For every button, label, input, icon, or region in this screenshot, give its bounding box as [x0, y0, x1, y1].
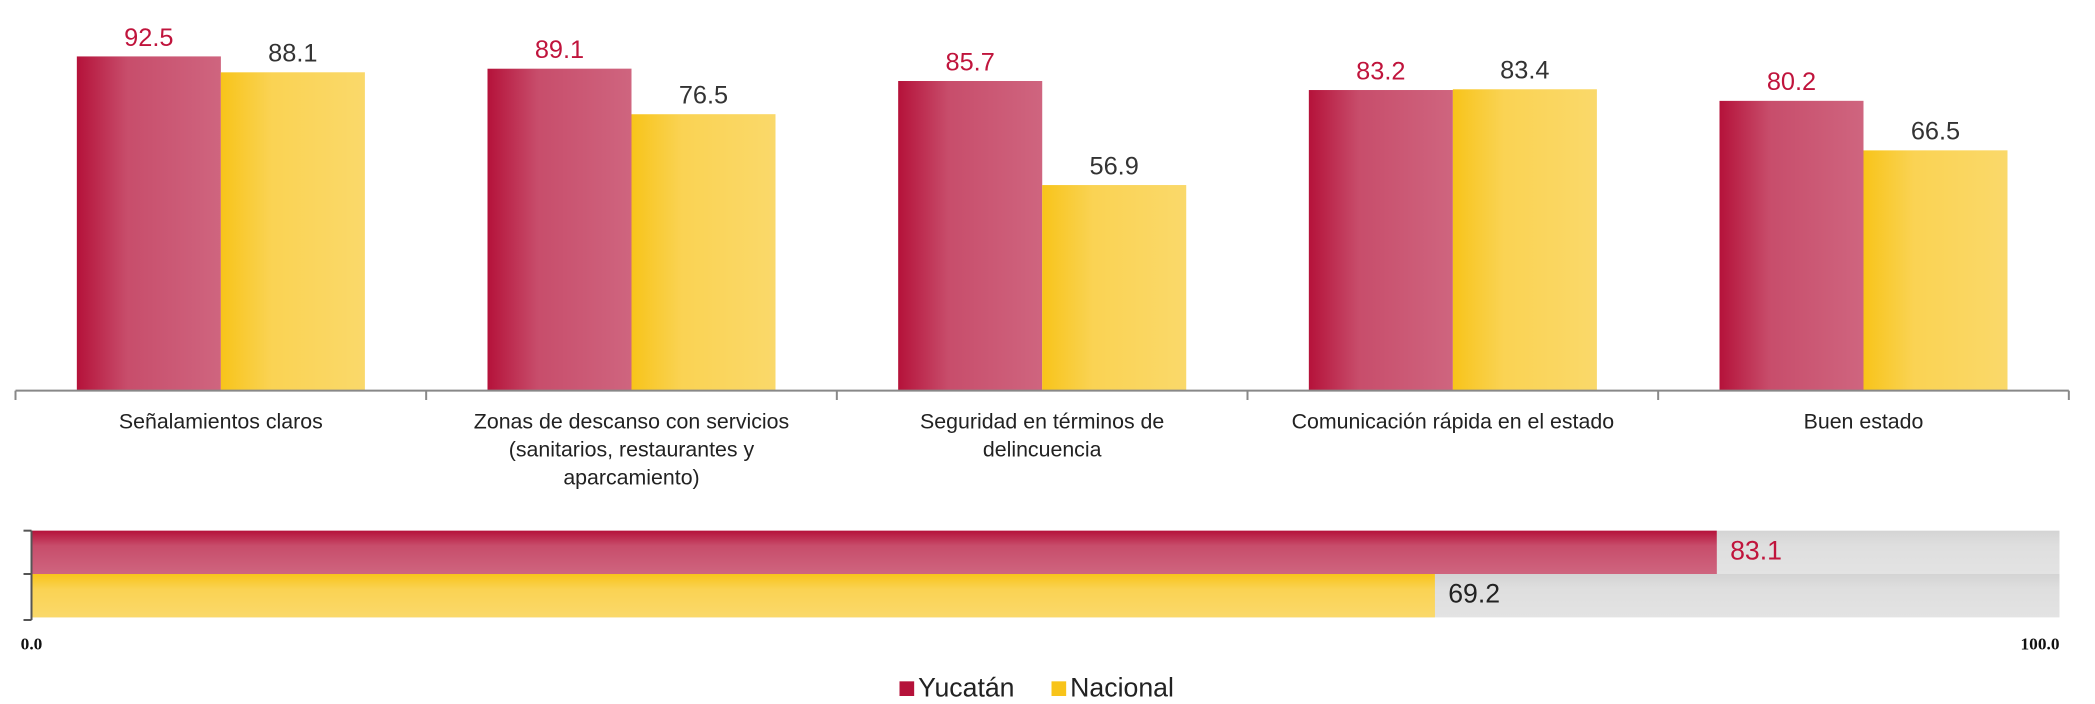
legend-label: Nacional	[1070, 672, 1174, 702]
value-label: 85.7	[946, 48, 995, 76]
x-tick-label: 100.0	[2021, 634, 2060, 653]
bar-shine	[1452, 89, 1597, 391]
value-label: 69.2	[1448, 579, 1500, 609]
bar-shine	[1308, 90, 1453, 391]
bar-shine	[1719, 100, 1864, 391]
x-tick-label: Buen estado	[1804, 409, 1924, 433]
bar-shine	[1863, 150, 2008, 391]
bar-shine	[631, 114, 776, 391]
value-label: 92.5	[124, 24, 173, 52]
value-label: 83.4	[1500, 57, 1549, 85]
value-label: 56.9	[1090, 152, 1139, 180]
legend-label: Yucatán	[918, 672, 1014, 702]
value-label: 89.1	[535, 36, 584, 64]
x-tick-label: Comunicación rápida en el estado	[1292, 409, 1615, 433]
value-label: 83.2	[1356, 57, 1405, 85]
legend-swatch	[1051, 681, 1067, 696]
value-label: 88.1	[268, 40, 317, 68]
bar-shine	[898, 81, 1043, 391]
bar-shine	[220, 72, 365, 391]
bar-shine	[31, 574, 1435, 618]
x-tick-label: Señalamientos claros	[119, 409, 323, 433]
bar-shine	[1042, 185, 1187, 391]
x-tick-label: Seguridad en términos de delincuencia	[920, 409, 1164, 461]
value-label: 83.1	[1730, 535, 1782, 565]
value-label: 80.2	[1767, 68, 1816, 96]
bar-shine	[31, 530, 1717, 574]
bar-shine	[487, 68, 632, 391]
legend-swatch	[899, 681, 915, 696]
x-tick-label: Zonas de descanso con servicios (sanitari…	[474, 409, 789, 489]
bar-shine	[76, 56, 221, 391]
x-tick-label: 0.0	[21, 634, 43, 653]
value-label: 66.5	[1911, 118, 1960, 146]
value-label: 76.5	[679, 82, 728, 110]
